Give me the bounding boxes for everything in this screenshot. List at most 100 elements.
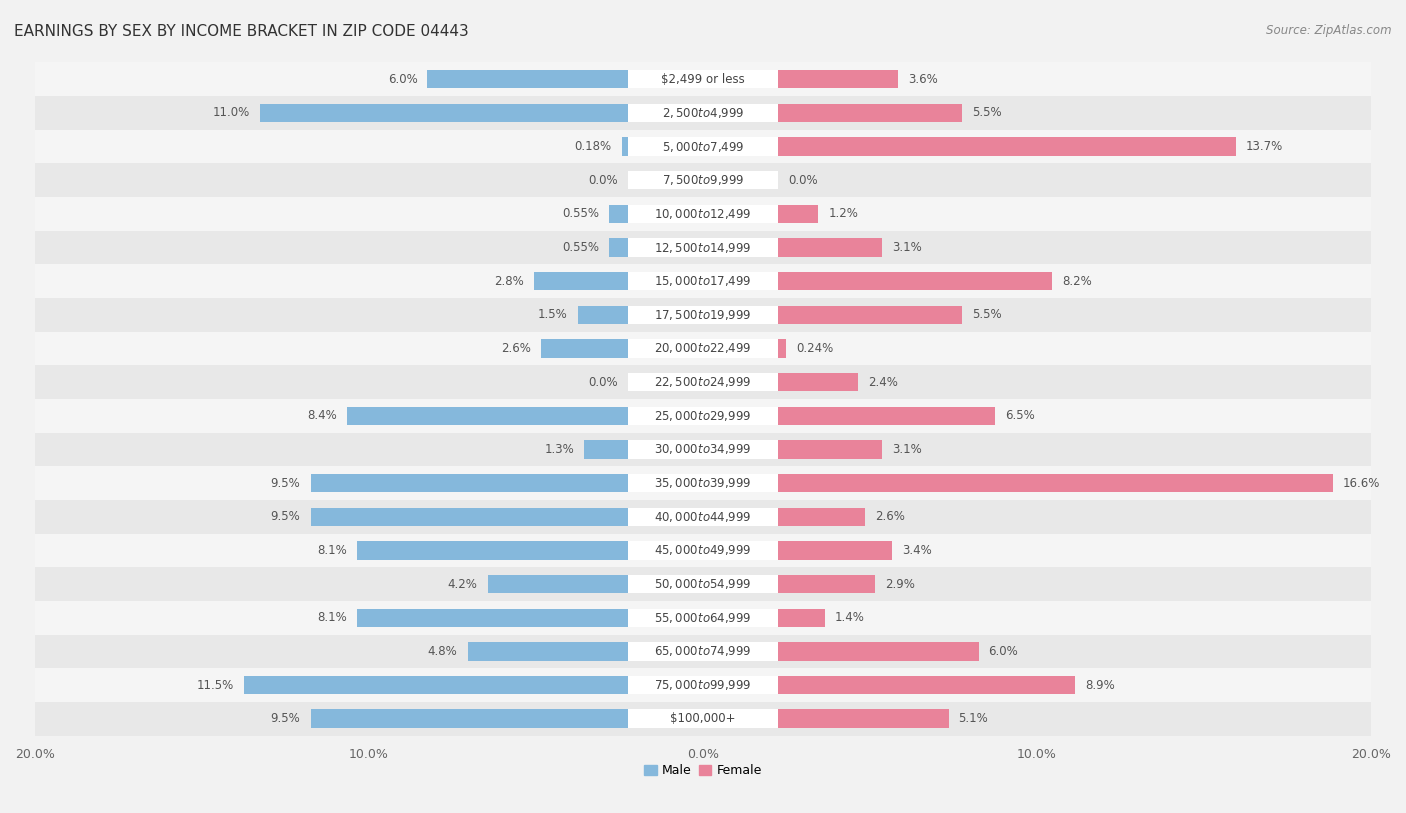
- Bar: [628, 541, 778, 559]
- Text: 8.9%: 8.9%: [1085, 679, 1115, 692]
- Text: 8.1%: 8.1%: [318, 611, 347, 624]
- Bar: [35, 567, 1371, 601]
- Bar: [628, 406, 778, 425]
- Bar: [778, 474, 1333, 493]
- Text: $5,000 to $7,499: $5,000 to $7,499: [662, 140, 744, 154]
- Bar: [311, 507, 628, 526]
- Text: $12,500 to $14,999: $12,500 to $14,999: [654, 241, 752, 254]
- Text: 6.0%: 6.0%: [388, 72, 418, 85]
- Text: 0.24%: 0.24%: [796, 342, 834, 355]
- Text: 0.0%: 0.0%: [789, 174, 818, 187]
- Text: $7,500 to $9,999: $7,500 to $9,999: [662, 173, 744, 187]
- Text: 0.55%: 0.55%: [562, 207, 599, 220]
- Text: 11.0%: 11.0%: [214, 107, 250, 120]
- Text: 6.0%: 6.0%: [988, 645, 1018, 658]
- Bar: [628, 373, 778, 391]
- Bar: [35, 500, 1371, 533]
- Text: $55,000 to $64,999: $55,000 to $64,999: [654, 611, 752, 624]
- Bar: [585, 440, 628, 459]
- Text: 13.7%: 13.7%: [1246, 140, 1284, 153]
- Bar: [778, 339, 786, 358]
- Text: 4.8%: 4.8%: [427, 645, 457, 658]
- Bar: [35, 63, 1371, 96]
- Text: 9.5%: 9.5%: [271, 476, 301, 489]
- Text: $100,000+: $100,000+: [671, 712, 735, 725]
- Text: 9.5%: 9.5%: [271, 511, 301, 524]
- Text: 9.5%: 9.5%: [271, 712, 301, 725]
- Bar: [778, 642, 979, 661]
- Text: $25,000 to $29,999: $25,000 to $29,999: [654, 409, 752, 423]
- Bar: [628, 103, 778, 122]
- Bar: [778, 507, 865, 526]
- Bar: [35, 533, 1371, 567]
- Text: 2.8%: 2.8%: [495, 275, 524, 288]
- Bar: [488, 575, 628, 593]
- Bar: [35, 702, 1371, 736]
- Bar: [35, 601, 1371, 635]
- Text: 8.2%: 8.2%: [1062, 275, 1092, 288]
- Bar: [628, 205, 778, 223]
- Bar: [778, 373, 858, 391]
- Text: $22,500 to $24,999: $22,500 to $24,999: [654, 375, 752, 389]
- Bar: [628, 474, 778, 493]
- Bar: [628, 137, 778, 156]
- Text: 8.1%: 8.1%: [318, 544, 347, 557]
- Text: 5.1%: 5.1%: [959, 712, 988, 725]
- Bar: [628, 238, 778, 257]
- Bar: [778, 205, 818, 223]
- Bar: [628, 575, 778, 593]
- Text: 6.5%: 6.5%: [1005, 409, 1035, 422]
- Bar: [628, 70, 778, 89]
- Text: 3.1%: 3.1%: [891, 241, 921, 254]
- Text: $50,000 to $54,999: $50,000 to $54,999: [654, 577, 752, 591]
- Bar: [778, 406, 995, 425]
- Text: 11.5%: 11.5%: [197, 679, 233, 692]
- Bar: [357, 541, 628, 559]
- Bar: [35, 467, 1371, 500]
- Text: 1.4%: 1.4%: [835, 611, 865, 624]
- Bar: [35, 365, 1371, 399]
- Bar: [628, 608, 778, 627]
- Text: 2.6%: 2.6%: [875, 511, 905, 524]
- Bar: [311, 710, 628, 728]
- Text: $10,000 to $12,499: $10,000 to $12,499: [654, 207, 752, 221]
- Bar: [778, 541, 891, 559]
- Text: EARNINGS BY SEX BY INCOME BRACKET IN ZIP CODE 04443: EARNINGS BY SEX BY INCOME BRACKET IN ZIP…: [14, 24, 468, 39]
- Bar: [628, 507, 778, 526]
- Text: $40,000 to $44,999: $40,000 to $44,999: [654, 510, 752, 524]
- Bar: [35, 197, 1371, 231]
- Bar: [628, 171, 778, 189]
- Bar: [778, 575, 875, 593]
- Bar: [628, 676, 778, 694]
- Bar: [35, 399, 1371, 433]
- Text: $15,000 to $17,499: $15,000 to $17,499: [654, 274, 752, 288]
- Text: $30,000 to $34,999: $30,000 to $34,999: [654, 442, 752, 456]
- Text: 1.2%: 1.2%: [828, 207, 858, 220]
- Bar: [578, 306, 628, 324]
- Bar: [628, 710, 778, 728]
- Bar: [778, 710, 949, 728]
- Text: $2,500 to $4,999: $2,500 to $4,999: [662, 106, 744, 120]
- Bar: [778, 103, 962, 122]
- Text: $20,000 to $22,499: $20,000 to $22,499: [654, 341, 752, 355]
- Bar: [609, 205, 628, 223]
- Bar: [778, 676, 1076, 694]
- Bar: [35, 264, 1371, 298]
- Bar: [628, 440, 778, 459]
- Bar: [35, 231, 1371, 264]
- Bar: [357, 608, 628, 627]
- Text: Source: ZipAtlas.com: Source: ZipAtlas.com: [1267, 24, 1392, 37]
- Bar: [35, 433, 1371, 467]
- Bar: [347, 406, 628, 425]
- Bar: [778, 306, 962, 324]
- Text: 3.1%: 3.1%: [891, 443, 921, 456]
- Text: $35,000 to $39,999: $35,000 to $39,999: [654, 476, 752, 490]
- Text: 2.6%: 2.6%: [501, 342, 531, 355]
- Text: 0.0%: 0.0%: [588, 174, 617, 187]
- Bar: [35, 668, 1371, 702]
- Text: 2.9%: 2.9%: [884, 577, 915, 590]
- Text: 5.5%: 5.5%: [972, 107, 1001, 120]
- Bar: [35, 298, 1371, 332]
- Bar: [311, 474, 628, 493]
- Text: 0.0%: 0.0%: [588, 376, 617, 389]
